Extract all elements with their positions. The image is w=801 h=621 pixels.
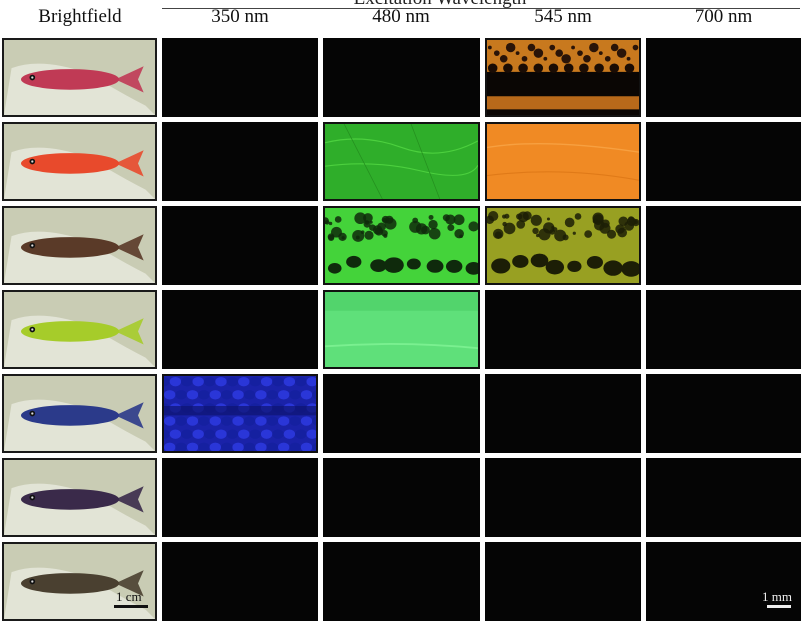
column-header-700nm: 700 nm bbox=[694, 6, 753, 27]
brightfield-fish-image bbox=[2, 290, 157, 369]
fluorescence-image bbox=[646, 374, 801, 453]
fluorescence-image bbox=[162, 206, 318, 285]
fluorescence-image bbox=[485, 38, 641, 117]
fluorescence-image bbox=[323, 290, 480, 369]
fluorescence-image bbox=[646, 458, 801, 537]
fluorescence-image bbox=[646, 206, 801, 285]
fluorescence-image bbox=[485, 542, 641, 621]
brightfield-fish-image bbox=[2, 374, 157, 453]
fluorescence-image bbox=[485, 206, 641, 285]
fluorescence-image bbox=[162, 38, 318, 117]
fluorescence-image bbox=[323, 122, 480, 201]
scale-bar-mm bbox=[767, 605, 791, 608]
fluorescence-image bbox=[323, 458, 480, 537]
fluorescence-image bbox=[485, 290, 641, 369]
brightfield-fish-image bbox=[2, 542, 157, 621]
fluorescence-image bbox=[162, 290, 318, 369]
brightfield-fish-image bbox=[2, 38, 157, 117]
brightfield-fish-image bbox=[2, 206, 157, 285]
fluorescence-image bbox=[162, 122, 318, 201]
fluorescence-image bbox=[646, 122, 801, 201]
column-header-350nm: 350 nm bbox=[211, 6, 269, 27]
scale-label-cm: 1 cm bbox=[116, 589, 142, 604]
fluorescence-image bbox=[323, 38, 480, 117]
fluorescence-image bbox=[485, 458, 641, 537]
column-header-545nm: 545 nm bbox=[534, 6, 592, 27]
brightfield-fish-image bbox=[2, 458, 157, 537]
fluorescence-image bbox=[323, 542, 480, 621]
column-header-480nm: 480 nm bbox=[372, 6, 430, 27]
fluorescence-image bbox=[323, 206, 480, 285]
fluorescence-image bbox=[162, 458, 318, 537]
scale-bar-cm bbox=[114, 605, 148, 608]
fluorescence-image bbox=[646, 290, 801, 369]
column-header-brightfield: Brightfield bbox=[38, 6, 122, 27]
fluorescence-image bbox=[162, 374, 318, 453]
fluorescence-image bbox=[485, 374, 641, 453]
scale-label-mm: 1 mm bbox=[762, 589, 792, 604]
fluorescence-image bbox=[485, 122, 641, 201]
excitation-divider bbox=[162, 8, 800, 9]
fluorescence-image bbox=[323, 374, 480, 453]
excitation-title: Excitation Wavelength bbox=[240, 0, 640, 10]
brightfield-fish-image bbox=[2, 122, 157, 201]
fluorescence-image bbox=[646, 38, 801, 117]
fluorescence-image bbox=[162, 542, 318, 621]
fluorescence-image bbox=[646, 542, 801, 621]
